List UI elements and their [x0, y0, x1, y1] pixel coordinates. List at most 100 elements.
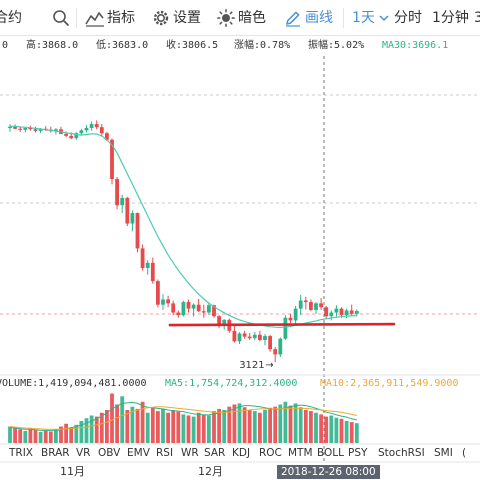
volume-bar — [268, 407, 272, 443]
candle-body — [201, 311, 206, 313]
indicator-tab-rsi[interactable]: RSI — [156, 447, 174, 459]
indicator-tab-emv[interactable]: EMV — [127, 447, 150, 459]
settings-button[interactable]: 设置 — [152, 0, 202, 36]
volume-bar — [145, 412, 150, 443]
volume-bar — [298, 407, 303, 443]
arrow-right-icon: → — [265, 360, 273, 371]
candle-body — [217, 316, 221, 326]
volume-bar — [94, 416, 99, 443]
candle-body — [334, 308, 339, 313]
volume-bar — [135, 408, 140, 443]
candle-body — [74, 133, 79, 139]
candle-body — [314, 303, 318, 310]
magnifier-icon — [53, 10, 69, 26]
volume-bar — [176, 411, 181, 443]
volume-bars — [8, 393, 359, 443]
volume-bar — [293, 403, 298, 443]
candle-body — [28, 128, 33, 130]
volume-bar — [329, 415, 334, 443]
volume-bar — [247, 410, 252, 443]
indicator-tab-obv[interactable]: OBV — [98, 447, 121, 459]
volume-bar — [207, 415, 211, 443]
indicator-tab-kdj[interactable]: KDJ — [232, 447, 251, 459]
candle-body — [222, 319, 227, 326]
candle-body — [344, 310, 349, 316]
volume-bar — [232, 404, 237, 443]
zoom-button[interactable] — [52, 0, 70, 36]
interval-1d-button[interactable]: 1天 — [352, 0, 389, 36]
draw-button[interactable]: 画线 — [284, 0, 334, 36]
candle-body — [227, 319, 232, 331]
volume-bar — [18, 429, 23, 443]
candle-body — [278, 338, 283, 355]
indicators-button[interactable]: 指标 — [85, 0, 137, 36]
candle-body — [59, 129, 63, 135]
volume-bar — [84, 418, 89, 443]
candle-body — [258, 334, 262, 341]
indicator-tab-psy[interactable]: PSY — [348, 447, 368, 459]
candle-body — [176, 312, 181, 316]
volume-bar — [28, 428, 33, 443]
candle-body — [319, 303, 323, 308]
close-value: 收:3806.5 — [166, 40, 219, 51]
candle-body — [349, 310, 354, 314]
volume-bar — [349, 422, 354, 443]
candle-body — [48, 129, 53, 132]
crosshair-time-label: 2018-12-26 08:00 — [277, 465, 380, 479]
indicator-tab-brar[interactable]: BRAR — [41, 447, 70, 459]
candle-body — [150, 262, 155, 282]
volume-bar — [33, 429, 38, 443]
volume-bar — [263, 410, 267, 443]
volume-bar — [334, 417, 339, 443]
candle-body — [298, 300, 303, 309]
candle-body — [156, 281, 160, 305]
volume-bar — [252, 411, 257, 443]
indicator-tab-smi[interactable]: SMI — [434, 447, 453, 459]
volume-bar — [171, 410, 176, 443]
candle-body — [288, 317, 293, 321]
candle-body — [263, 336, 267, 341]
toolbar-divider — [343, 8, 344, 28]
low-value: 低:3683.0 — [96, 40, 149, 51]
volume-bar — [161, 408, 165, 443]
amplitude-value: 振幅:5.02% — [308, 40, 365, 51]
volume-bar — [74, 424, 79, 443]
indicator-tab-vr[interactable]: VR — [76, 447, 91, 459]
indicator-tab-boll[interactable]: BOLL — [317, 447, 344, 459]
volume-bar — [59, 426, 63, 443]
interval-timeshare-label: 分时 — [394, 10, 422, 26]
indicator-tab-mtm[interactable]: MTM — [288, 447, 313, 459]
change-value: 涨幅:0.78% — [234, 40, 291, 51]
indicator-tab-stochrsi[interactable]: StochRSI — [378, 447, 425, 459]
volume-bar — [150, 407, 155, 443]
candle-body — [339, 308, 344, 316]
volume-bar — [201, 414, 206, 443]
candle-body — [283, 317, 288, 339]
time-label-dec: 12月 — [198, 465, 223, 478]
candle-body — [329, 312, 334, 317]
candle-body — [84, 128, 89, 131]
volume-bar — [283, 401, 288, 443]
volume-bar — [344, 421, 349, 443]
volume-bar — [120, 396, 125, 443]
candle-body — [89, 124, 94, 128]
volume-bar — [309, 411, 313, 443]
theme-button[interactable]: 暗色 — [217, 0, 267, 36]
support-trendline[interactable] — [168, 322, 396, 327]
time-axis: 11月 12月 2018-12-26 08:00 — [0, 463, 480, 480]
indicator-tab-[interactable]: ( — [462, 447, 467, 459]
indicators-label: 指标 — [107, 10, 135, 26]
volume-bar — [314, 412, 318, 443]
volume-bar — [258, 412, 262, 443]
volume-bar — [324, 416, 329, 443]
grid-lines — [0, 94, 480, 315]
indicator-tab-roc[interactable]: ROC — [259, 447, 282, 459]
volume-bar — [339, 418, 344, 443]
volume-bar — [43, 430, 48, 443]
symbol-title-label: 合约 — [0, 10, 22, 26]
volume-bar — [64, 423, 68, 443]
indicator-tab-wr[interactable]: WR — [181, 447, 199, 459]
indicator-tab-sar[interactable]: SAR — [204, 447, 226, 459]
indicator-tab-trix[interactable]: TRIX — [9, 447, 33, 459]
